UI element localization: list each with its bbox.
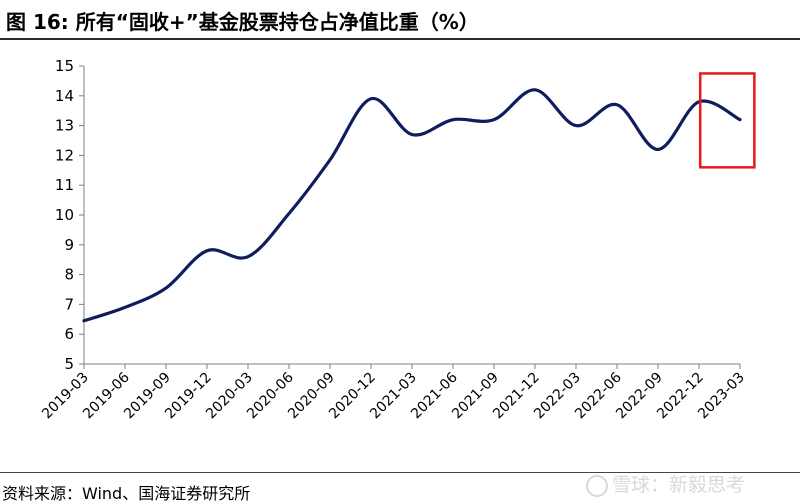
- watermark: 雪球：新毅思考: [586, 470, 745, 497]
- y-tick-label: 10: [55, 206, 74, 224]
- source-note: 资料来源：Wind、国海证券研究所: [2, 484, 251, 503]
- title-bar: 图 16: 所有“固收+”基金股票持仓占净值比重（%）: [0, 0, 800, 40]
- y-tick-label: 5: [64, 355, 74, 373]
- chart-title: 图 16: 所有“固收+”基金股票持仓占净值比重（%）: [6, 10, 479, 34]
- y-tick-label: 9: [64, 236, 74, 254]
- line-chart: 567891011121314152019-032019-062019-0920…: [39, 57, 756, 422]
- y-tick-label: 15: [55, 57, 74, 75]
- footer-divider: [0, 472, 800, 473]
- y-tick-label: 14: [55, 87, 74, 105]
- y-tick-label: 6: [64, 325, 74, 343]
- snowball-logo-icon: [586, 474, 608, 497]
- y-tick-label: 12: [55, 146, 74, 164]
- series-layer: [82, 88, 742, 323]
- chart-axes: 567891011121314152019-032019-062019-0920…: [39, 57, 748, 422]
- watermark-text: 雪球：新毅思考: [612, 474, 746, 496]
- title-divider: [0, 38, 800, 40]
- y-tick-label: 8: [64, 266, 74, 284]
- y-tick-label: 7: [64, 295, 74, 313]
- y-tick-label: 11: [55, 176, 74, 194]
- highlight-layer: [698, 72, 756, 169]
- y-tick-label: 13: [55, 117, 74, 135]
- highlight-box: [698, 72, 756, 169]
- series-line-0: [82, 88, 742, 323]
